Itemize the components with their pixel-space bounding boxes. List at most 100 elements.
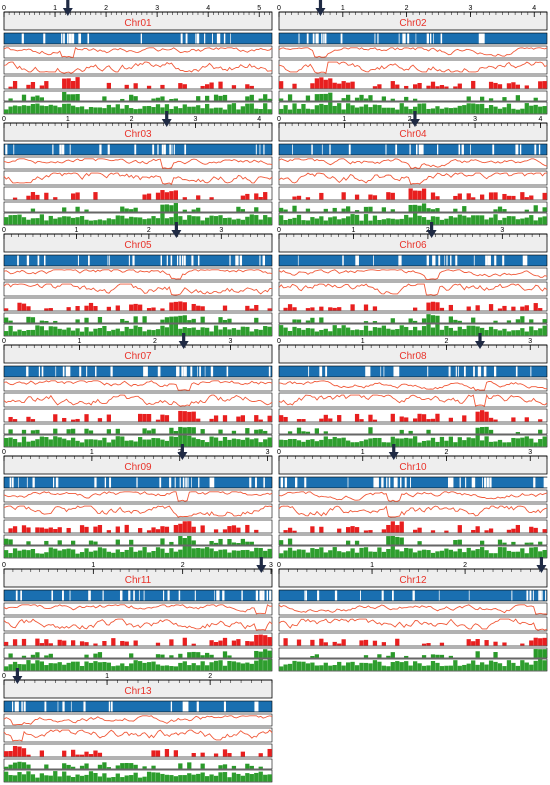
- density-gap: [229, 255, 231, 266]
- red-bar-track-bar: [222, 637, 228, 646]
- density-gap: [13, 144, 15, 155]
- density-gap: [69, 144, 71, 155]
- ruler-tick-label: 4: [257, 116, 261, 123]
- red-bar-track-bar: [120, 640, 125, 646]
- green-density-track-bar: [399, 218, 404, 225]
- green-bar-track-bar: [218, 95, 223, 101]
- green-bar-track-bar: [8, 653, 13, 658]
- red-bar-track-bar: [283, 530, 288, 533]
- green-density-track-bar: [529, 326, 534, 336]
- green-bar-track-bar: [421, 318, 427, 323]
- green-density-track-bar: [475, 215, 480, 225]
- red-bar-track-bar: [350, 81, 355, 89]
- density-gap: [329, 144, 331, 155]
- variant-track-box: [278, 156, 548, 170]
- density-gap: [515, 144, 519, 155]
- density-gap: [471, 477, 476, 488]
- green-density-track-bar: [75, 553, 80, 558]
- density-gap: [492, 144, 495, 155]
- green-density-track-bar: [430, 108, 436, 114]
- down-arrow-icon: [178, 333, 189, 349]
- red-bar-track-bar: [39, 643, 44, 646]
- green-density-track-bar: [466, 217, 471, 225]
- green-density-track-bar: [66, 775, 71, 782]
- density-gap: [159, 477, 162, 488]
- green-density-track-bar: [227, 329, 232, 336]
- red-bar-track-bar: [287, 304, 293, 311]
- green-bar-track-bar: [542, 319, 547, 323]
- green-bar-track-bar: [151, 765, 156, 769]
- red-bar-track-bar: [488, 81, 494, 89]
- green-density-track-bar: [399, 438, 404, 447]
- green-density-track-bar: [62, 771, 67, 782]
- green-density-track-bar: [84, 439, 89, 447]
- green-density-track-bar: [245, 662, 250, 671]
- green-bar-track-bar: [142, 766, 147, 769]
- green-density-track-bar: [337, 328, 342, 336]
- red-bar-track-bar: [471, 197, 476, 200]
- green-density-track-bar: [240, 106, 245, 114]
- green-density-track-bar: [75, 107, 80, 114]
- red-bar-track-bar: [484, 411, 489, 422]
- green-density-track-bar: [57, 550, 62, 558]
- red-bar-track-bar: [75, 77, 80, 89]
- green-density-track-bar: [213, 216, 219, 225]
- green-density-track-bar: [111, 439, 116, 447]
- green-density-track-bar: [240, 550, 245, 558]
- red-bar-track-bar: [511, 306, 516, 311]
- down-arrow-icon: [256, 557, 267, 573]
- ruler-tick-label: 3: [528, 338, 532, 345]
- green-density-track-bar: [66, 103, 71, 114]
- red-bar-track-bar: [196, 195, 201, 200]
- red-bar-track-bar: [254, 634, 259, 646]
- green-density-track-bar: [453, 217, 458, 225]
- variant-track-line: [278, 604, 547, 615]
- green-bar-track-bar: [4, 766, 9, 769]
- density-gap: [61, 144, 65, 155]
- red-bar-track-bar: [12, 745, 18, 757]
- green-density-track-bar: [4, 771, 9, 782]
- red-bar-track-bar: [12, 639, 18, 646]
- density-gap: [489, 477, 492, 488]
- green-density-track-bar: [84, 661, 89, 671]
- arrow-head: [171, 230, 182, 238]
- green-density-track-bar: [213, 437, 219, 447]
- green-bar-track-bar: [151, 98, 156, 101]
- green-density-track-bar: [421, 103, 427, 114]
- green-density-track-bar: [413, 436, 418, 447]
- red-bar-track-bar: [71, 419, 76, 422]
- green-density-track-bar: [191, 216, 196, 225]
- density-gap: [269, 590, 272, 601]
- density-gap: [543, 477, 548, 488]
- green-density-track-bar: [249, 551, 254, 558]
- arrow-head: [475, 341, 485, 349]
- red-bar-track-bar: [106, 82, 111, 89]
- red-bar-track-bar: [484, 640, 489, 646]
- red-bar-track-bar: [35, 527, 40, 533]
- green-bar-track-bar: [196, 652, 201, 658]
- ruler-tick-label: 0: [2, 562, 6, 569]
- green-density-track-bar: [57, 776, 62, 782]
- green-bar-track-bar: [178, 315, 183, 323]
- red-bar-track-bar: [381, 529, 386, 533]
- red-bar-track-bar: [200, 85, 205, 89]
- green-density-track-bar: [120, 215, 125, 225]
- density-gap: [25, 366, 27, 377]
- density-gap: [522, 255, 528, 266]
- green-bar-track-bar: [218, 317, 223, 323]
- red-bar-track-bar: [404, 417, 409, 422]
- red-bar-track-bar: [173, 301, 178, 311]
- green-bar-track-bar: [506, 320, 512, 323]
- red-bar-track-bar: [26, 754, 31, 757]
- density-gap: [312, 33, 315, 44]
- green-bar-track-bar: [426, 208, 431, 212]
- green-density-track-bar: [444, 218, 449, 225]
- green-density-track-bar: [173, 213, 178, 225]
- diversity-track-line: [3, 283, 273, 296]
- green-bar-track-bar: [26, 541, 31, 545]
- red-bar-track-bar: [377, 84, 382, 89]
- green-bar-track-bar: [30, 208, 36, 212]
- green-density-track-bar: [263, 660, 268, 671]
- green-density-track-bar: [164, 104, 170, 114]
